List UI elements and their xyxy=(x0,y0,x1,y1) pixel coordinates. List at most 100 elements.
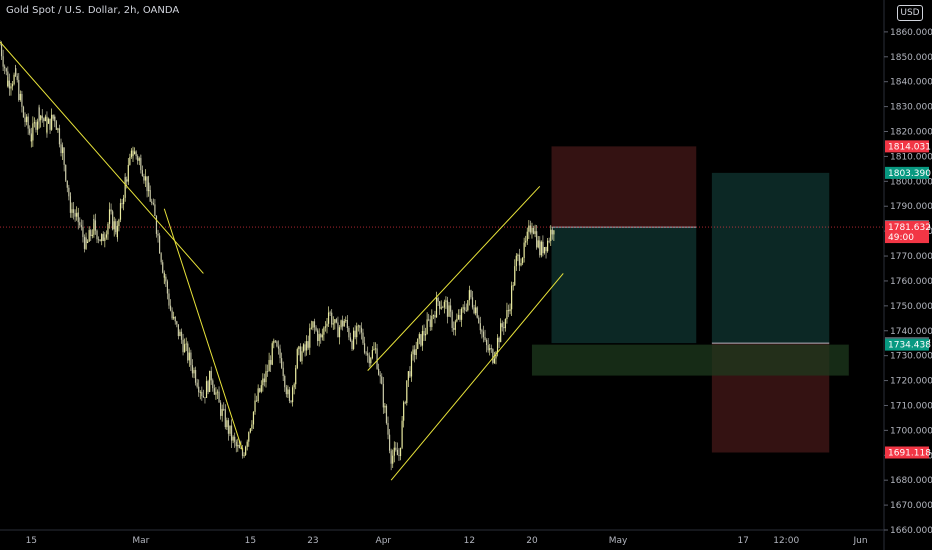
candle-body xyxy=(471,297,474,308)
candle-body xyxy=(32,123,34,141)
candle-body xyxy=(96,230,98,240)
candle-body xyxy=(235,441,237,447)
candle-body xyxy=(245,446,247,455)
candle-body xyxy=(539,240,541,256)
candle-body xyxy=(140,158,142,171)
candle-body xyxy=(2,56,4,67)
candle-body xyxy=(55,121,57,130)
candle-body xyxy=(423,331,425,336)
candle-body xyxy=(437,297,439,302)
y-tick-label: 1710.000 xyxy=(890,401,932,411)
candle-body xyxy=(112,211,114,230)
candle-body xyxy=(360,327,363,333)
candle-body xyxy=(301,351,303,362)
candles xyxy=(0,40,555,471)
candle-body xyxy=(0,44,1,46)
candle-body xyxy=(370,358,372,364)
candle-body xyxy=(393,447,395,456)
candle-body xyxy=(498,337,500,343)
candle-body xyxy=(401,420,403,448)
candle-body xyxy=(246,441,248,447)
candle-body xyxy=(18,79,20,100)
candle-body xyxy=(173,316,175,319)
candle-body xyxy=(158,235,161,254)
candle-body xyxy=(40,115,42,121)
candle-body xyxy=(141,170,143,177)
candle-body xyxy=(376,348,378,369)
candle-body xyxy=(83,237,86,249)
candle-body xyxy=(323,327,325,335)
candle-body xyxy=(163,276,165,278)
candle-body xyxy=(46,123,48,133)
candle-body xyxy=(151,201,153,203)
candle-body xyxy=(207,381,209,392)
candle-body xyxy=(354,330,356,338)
candle-body xyxy=(58,128,61,145)
candle-body xyxy=(152,202,154,205)
candle-body xyxy=(517,254,519,256)
candle-body xyxy=(532,227,535,234)
candle-body xyxy=(373,349,375,350)
candle-body xyxy=(479,323,481,331)
candle-body xyxy=(356,326,358,338)
candle-body xyxy=(357,325,359,327)
candle-body xyxy=(454,321,456,330)
candle-body xyxy=(108,209,111,217)
candle-body xyxy=(504,319,506,329)
candle-body xyxy=(473,307,475,314)
candle-body xyxy=(523,242,525,258)
candle-body xyxy=(99,239,101,242)
candle-body xyxy=(274,340,276,342)
candle-body xyxy=(534,231,536,234)
candle-body xyxy=(456,318,458,322)
candle-body xyxy=(116,226,118,238)
candle-body xyxy=(146,176,148,192)
candle-body xyxy=(22,113,25,118)
candle-body xyxy=(257,388,259,401)
candle-body xyxy=(313,321,316,328)
candle-body xyxy=(326,323,328,327)
candle-body xyxy=(500,323,502,343)
candle-body xyxy=(29,128,31,134)
candle-body xyxy=(10,86,12,89)
candle-body xyxy=(296,349,298,369)
candle-body xyxy=(467,300,469,311)
candle-body xyxy=(273,340,275,344)
candle-body xyxy=(224,409,226,428)
candle-body xyxy=(550,229,552,242)
currency-button[interactable]: USD xyxy=(897,5,923,21)
candle-body xyxy=(204,397,206,399)
candle-body xyxy=(446,300,449,317)
candle-body xyxy=(74,212,76,217)
position-zones xyxy=(0,146,884,453)
candle-body xyxy=(345,320,347,322)
y-tick-label: 1770.000 xyxy=(890,252,932,262)
candle-body xyxy=(388,434,391,451)
candle-body xyxy=(285,387,287,395)
candle-body xyxy=(445,300,447,302)
candle-body xyxy=(132,154,134,156)
candle-body xyxy=(509,309,511,312)
y-tick-label: 1720.000 xyxy=(890,377,932,387)
candle-body xyxy=(537,240,539,248)
price-badge-text: 1803.390 xyxy=(888,169,931,179)
price-badge-text: 1691.118 xyxy=(888,448,931,458)
x-tick-label: 12:00 xyxy=(773,536,799,546)
candle-body xyxy=(249,428,251,433)
candle-body xyxy=(121,203,123,205)
candle-body xyxy=(260,385,262,392)
candle-body xyxy=(374,348,377,350)
candle-body xyxy=(543,247,546,254)
candle-body xyxy=(398,455,400,456)
candle-body xyxy=(536,231,538,248)
countdown-text: 49:00 xyxy=(888,233,914,243)
candle-body xyxy=(271,343,273,365)
candle-body xyxy=(241,448,244,456)
candle-body xyxy=(88,230,90,242)
candle-body xyxy=(61,147,64,149)
price-labels: 1814.0311803.3901782.0551781.63249:00173… xyxy=(885,140,931,459)
candle-body xyxy=(288,389,291,401)
candle-body xyxy=(71,209,73,213)
candle-body xyxy=(529,225,531,233)
